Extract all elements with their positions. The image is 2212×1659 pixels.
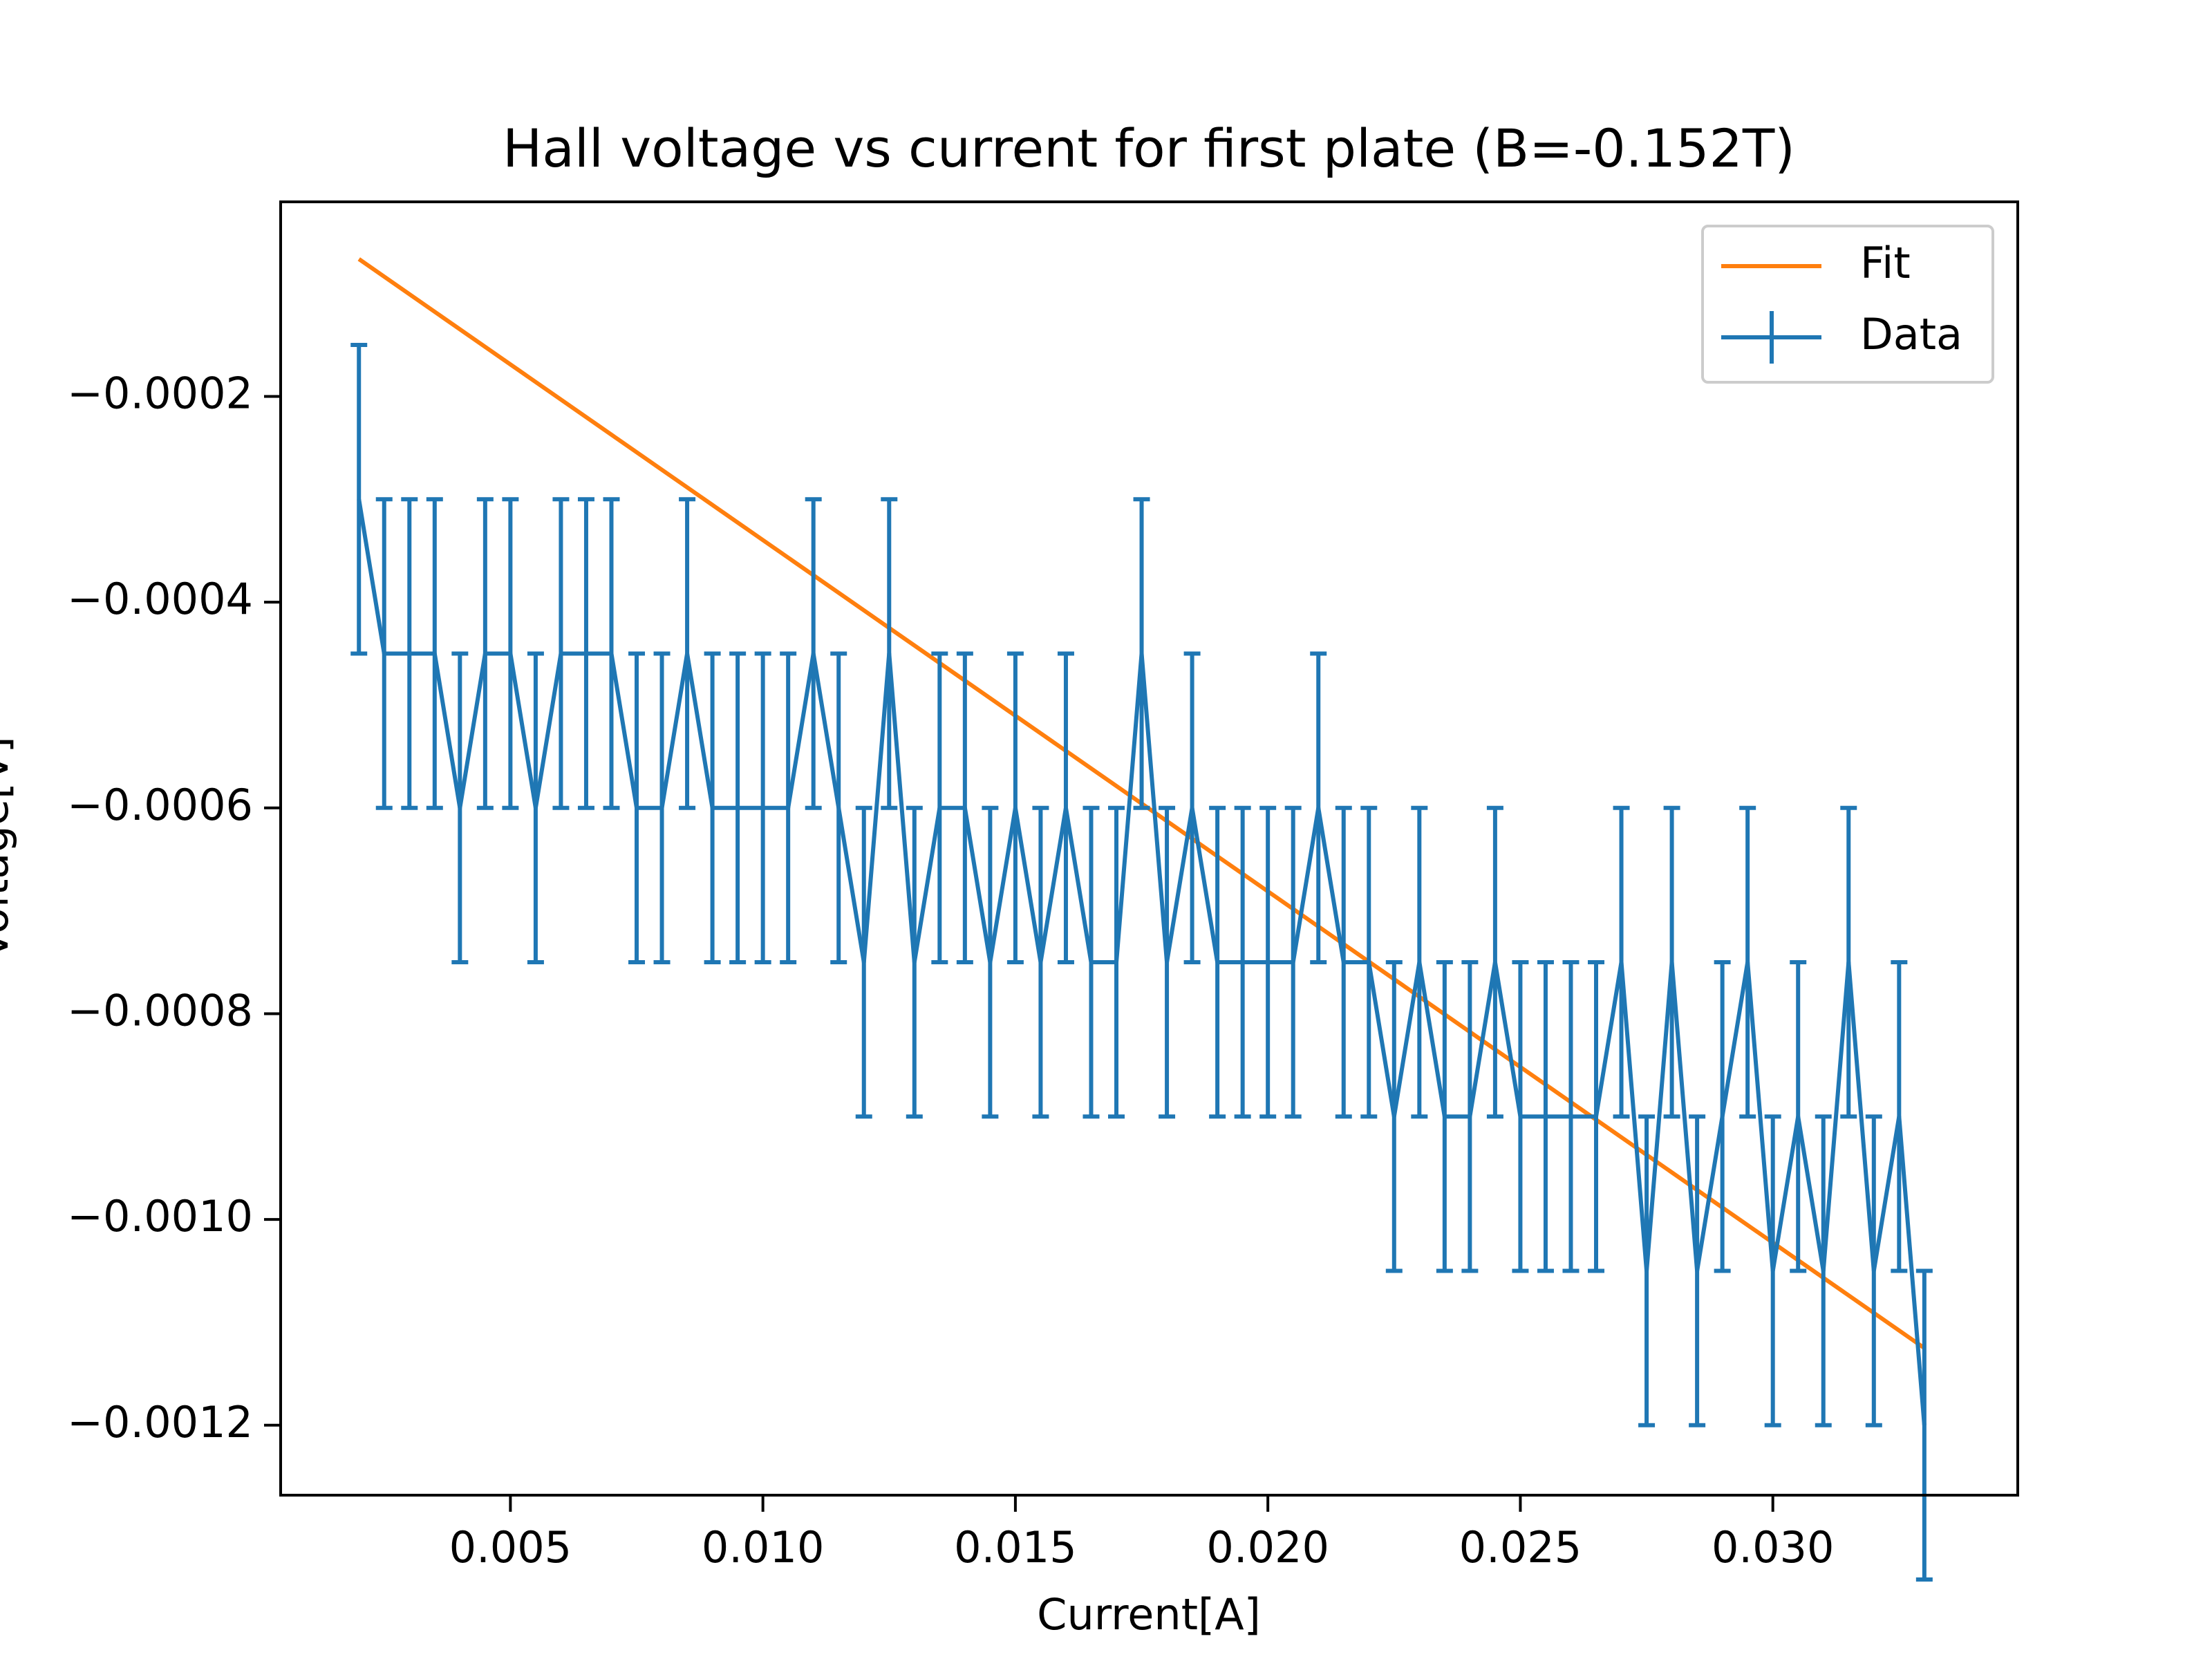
y-tick-label: −0.0012 [67,1397,253,1447]
y-tick-label: −0.0008 [67,986,253,1036]
legend-label: Data [1860,309,1962,359]
y-axis-label: Voltage[V] [0,736,18,959]
plot-frame [279,200,2019,1497]
chart-title: Hall voltage vs current for first plate … [503,118,1795,179]
x-tick-label: 0.030 [1712,1522,1835,1573]
legend-label: Fit [1860,238,1911,288]
y-tick-label: −0.0010 [67,1191,253,1241]
x-tick-label: 0.005 [449,1522,572,1573]
x-tick-label: 0.025 [1459,1522,1582,1573]
x-tick-label: 0.015 [954,1522,1077,1573]
x-tick-label: 0.010 [702,1522,825,1573]
data-line [357,498,1927,1426]
y-tick-label: −0.0006 [67,780,253,830]
x-axis-label: Current[A] [1037,1589,1261,1640]
x-tick-label: 0.020 [1206,1522,1329,1573]
y-tick-label: −0.0002 [67,368,253,419]
y-tick-label: −0.0004 [67,574,253,624]
